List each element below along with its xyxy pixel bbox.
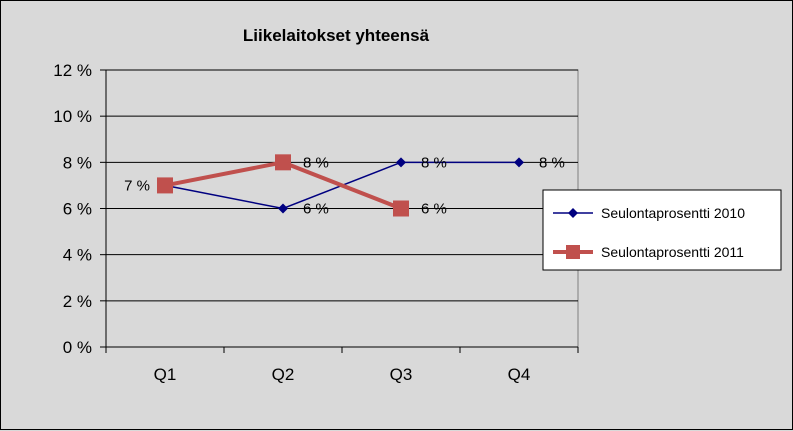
y-tick-label: 12 %	[53, 61, 92, 80]
data-label: 7 %	[124, 177, 150, 194]
legend-marker	[566, 245, 580, 259]
series-layer: 6 % 8 % 8 % 7 % 8 % 6 %	[124, 154, 565, 218]
data-label: 6 %	[421, 201, 447, 218]
x-tick-label: Q4	[508, 365, 531, 384]
data-label: 8 %	[539, 154, 565, 171]
data-label: 8 %	[421, 154, 447, 171]
y-tick-label: 6 %	[63, 200, 92, 219]
y-tick-label: 8 %	[63, 153, 92, 172]
data-point	[393, 200, 409, 217]
data-point	[275, 154, 291, 171]
data-point	[396, 157, 406, 168]
legend-label: Seulontaprosentti 2010	[601, 205, 745, 221]
legend-marker	[568, 208, 578, 218]
data-label: 8 %	[303, 154, 329, 171]
chart-title: Liikelaitokset yhteensä	[243, 26, 430, 45]
x-tick-label: Q1	[154, 365, 177, 384]
data-label: 6 %	[303, 201, 329, 218]
plot-area: 0 % 2 % 4 % 6 % 8 % 10 % 12 % Q1 Q2 Q3 Q4	[53, 61, 579, 384]
legend: Seulontaprosentti 2010 Seulontaprosentti …	[542, 189, 782, 271]
x-tick-label: Q3	[390, 365, 413, 384]
data-point	[157, 177, 173, 194]
data-point	[514, 157, 524, 168]
legend-box	[542, 189, 782, 271]
legend-label: Seulontaprosentti 2011	[601, 244, 744, 260]
y-tick-label: 4 %	[63, 246, 92, 265]
y-tick-label: 2 %	[63, 292, 92, 311]
x-tick-label: Q2	[272, 365, 295, 384]
y-tick-label: 0 %	[63, 338, 92, 357]
y-tick-label: 10 %	[53, 107, 92, 126]
data-point	[278, 203, 288, 214]
